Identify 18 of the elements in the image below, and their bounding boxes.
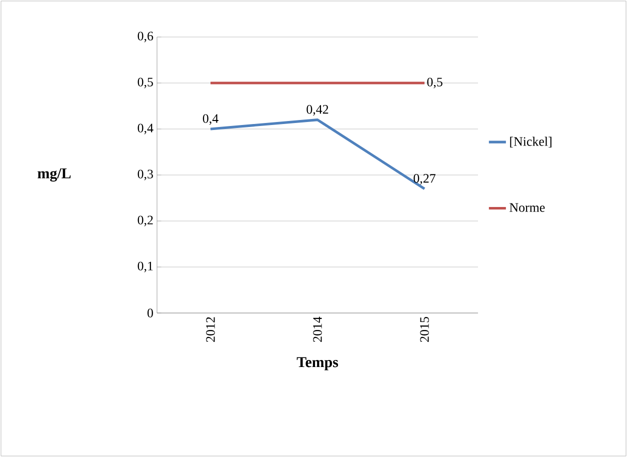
y-tick-label: 0,6 (138, 32, 154, 42)
x-tick-label: 2014 (313, 316, 322, 342)
data-label: 0,5 (427, 78, 442, 88)
data-label: 0,4 (202, 114, 218, 125)
y-tick-label: 0,3 (138, 170, 153, 180)
x-tick-label: 2015 (420, 317, 429, 342)
data-label: 0,42 (306, 105, 328, 116)
y-tick-label: 0 (148, 308, 153, 318)
x-tick-label: 2012 (206, 317, 215, 342)
y-tick-label: 0,2 (138, 216, 153, 226)
y-tick-label: 0,5 (138, 78, 153, 88)
legend-label: Norme (510, 203, 545, 212)
y-tick-label: 0,1 (138, 262, 153, 272)
x-axis-title: Temps (296, 357, 338, 370)
y-axis-title: mg/L (38, 168, 71, 182)
y-tick-label: 0,4 (138, 124, 154, 134)
data-label: 0,27 (414, 174, 436, 185)
legend-label: [Nickel] (510, 136, 552, 148)
